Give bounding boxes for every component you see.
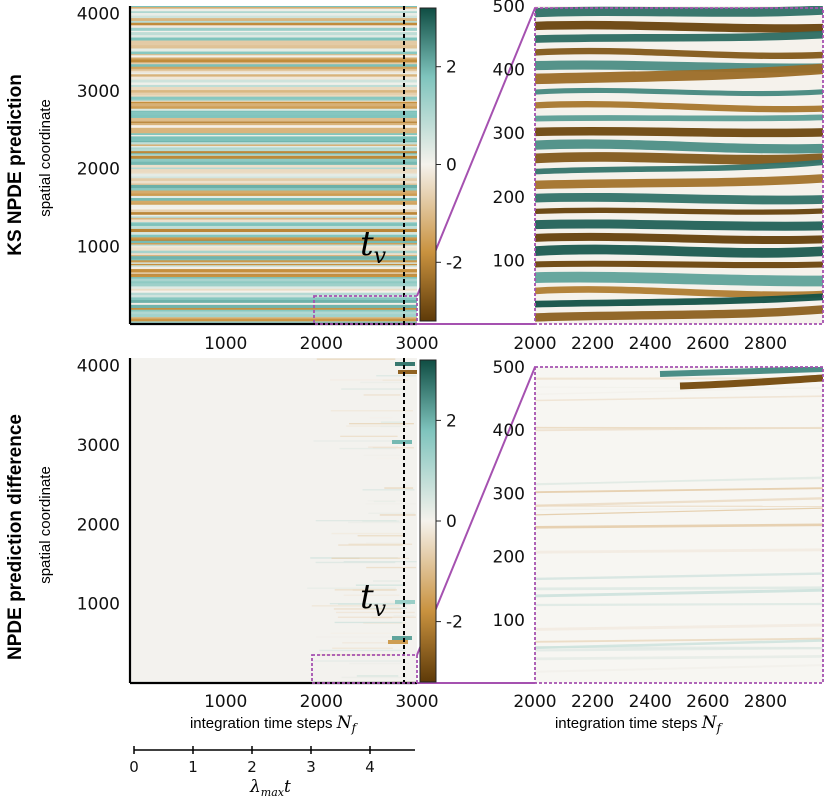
tv-label-top: tv	[360, 224, 387, 269]
diff-zoom-xtick-0: 2000	[513, 692, 556, 712]
zoom-connector-top	[416, 7, 536, 325]
pred-zoom-xtick-2: 2400	[629, 334, 672, 354]
diff-zoom-xtick-1: 2200	[571, 692, 614, 712]
pred-zoom-ytick-3: 400	[493, 61, 525, 81]
diff-zoom-ytick-1: 200	[493, 548, 525, 568]
diff-full-xtick-1: 2000	[300, 692, 343, 712]
tv-symbol-top: t	[360, 224, 374, 264]
heatmap-prediction-zoom	[535, 6, 823, 324]
xlabel-left-symbol: N	[336, 713, 353, 733]
axes-spines	[128, 6, 417, 685]
xlabel-left-sub: f	[351, 721, 359, 735]
pred-zoom-ytick-2: 300	[493, 124, 525, 144]
xlabel-left: integration time steps Nf	[190, 713, 359, 735]
ylabel-bottom: spatial coordinate	[37, 466, 54, 584]
xlabel-right-sub: f	[716, 721, 724, 735]
lyapunov-tick-1: 1	[188, 758, 198, 776]
lyap-suffix: t	[284, 777, 291, 797]
pred-zoom-ytick-4: 500	[493, 0, 525, 17]
xlabel-right: integration time steps Nf	[555, 713, 724, 735]
row-title-prediction: KS NPDE prediction	[5, 74, 26, 256]
pred-zoom-xtick-3: 2600	[686, 334, 729, 354]
ylabel-top: spatial coordinate	[37, 99, 54, 217]
diff-zoom-xtick-2: 2400	[629, 692, 672, 712]
pred-zoom-xtick-0: 2000	[513, 334, 556, 354]
diff-full-xtick-2: 3000	[395, 692, 438, 712]
lyapunov-tick-0: 0	[129, 758, 139, 776]
pred-full-ytick-3: 4000	[77, 5, 120, 25]
colorbar-bottom-tick-1: 0	[446, 512, 457, 532]
lyapunov-tick-3: 3	[306, 758, 316, 776]
diff-zoom-xtick-4: 2800	[744, 692, 787, 712]
pred-full-ytick-2: 3000	[77, 82, 120, 102]
colorbar-top-tick-1: 0	[446, 156, 457, 176]
diff-full-xtick-0: 1000	[204, 692, 247, 712]
diff-full-ytick-1: 2000	[77, 515, 120, 535]
diff-zoom-ytick-2: 300	[493, 484, 525, 504]
pred-full-xtick-0: 1000	[204, 334, 247, 354]
heatmap-difference-full	[130, 358, 417, 683]
xlabel-left-text: integration time steps	[190, 715, 333, 732]
diff-full-ytick-2: 3000	[77, 436, 120, 456]
pred-zoom-xtick-1: 2200	[571, 334, 614, 354]
diff-full-ytick-0: 1000	[77, 595, 120, 615]
pred-zoom-ytick-0: 100	[493, 251, 525, 271]
xlabel-right-text: integration time steps	[555, 715, 698, 732]
pred-full-xtick-1: 2000	[300, 334, 343, 354]
diff-zoom-ytick-3: 400	[493, 421, 525, 441]
colorbar-bottom-tick-2: -2	[446, 613, 463, 633]
diff-full-ytick-3: 4000	[77, 357, 120, 377]
lyapunov-axis-label: λmaxt	[249, 777, 291, 798]
lyap-sub: max	[261, 786, 285, 798]
colorbar-top-tick-2: -2	[446, 253, 463, 273]
svg-text:λmaxt: λmaxt	[249, 777, 291, 798]
pred-full-ytick-0: 1000	[77, 237, 120, 257]
xlabel-right-symbol: N	[701, 713, 718, 733]
zoom-indicator-bottom	[311, 366, 824, 684]
colorbar-bottom-tick-0: 2	[446, 411, 457, 431]
colorbar-bottom	[419, 359, 437, 683]
tv-label-bottom: tv	[360, 577, 387, 622]
zoom-connector-bottom	[416, 366, 536, 684]
pred-full-ytick-1: 2000	[77, 160, 120, 180]
pred-zoom-ytick-1: 200	[493, 188, 525, 208]
svg-text:tv: tv	[360, 224, 387, 269]
colorbar-top-tick-0: 2	[446, 58, 457, 78]
tv-subscript-top: v	[374, 244, 387, 269]
heatmap-prediction-full	[130, 6, 417, 324]
lyap-symbol: λ	[249, 777, 261, 797]
pred-zoom-xtick-4: 2800	[744, 334, 787, 354]
svg-text:integration time steps Nf: integration time steps Nf	[190, 713, 359, 735]
svg-text:tv: tv	[360, 577, 387, 622]
diff-zoom-ytick-0: 100	[493, 611, 525, 631]
heatmap-difference-zoom	[535, 367, 823, 683]
diff-zoom-xtick-3: 2600	[686, 692, 729, 712]
lyapunov-tick-4: 4	[365, 758, 375, 776]
tv-subscript-bottom: v	[374, 597, 387, 622]
row-title-difference: NPDE prediction difference	[5, 414, 26, 660]
zoom-indicator-top	[313, 7, 824, 325]
tv-symbol-bottom: t	[360, 577, 374, 617]
pred-full-xtick-2: 3000	[395, 334, 438, 354]
diff-zoom-ytick-4: 500	[493, 358, 525, 378]
colorbar-top	[419, 7, 437, 322]
lyapunov-tick-2: 2	[247, 758, 257, 776]
svg-text:integration time steps Nf: integration time steps Nf	[555, 713, 724, 735]
